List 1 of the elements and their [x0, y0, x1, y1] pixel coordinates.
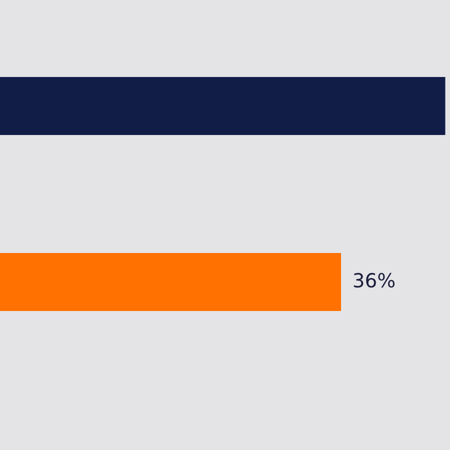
data-label: 36%: [354, 272, 395, 288]
